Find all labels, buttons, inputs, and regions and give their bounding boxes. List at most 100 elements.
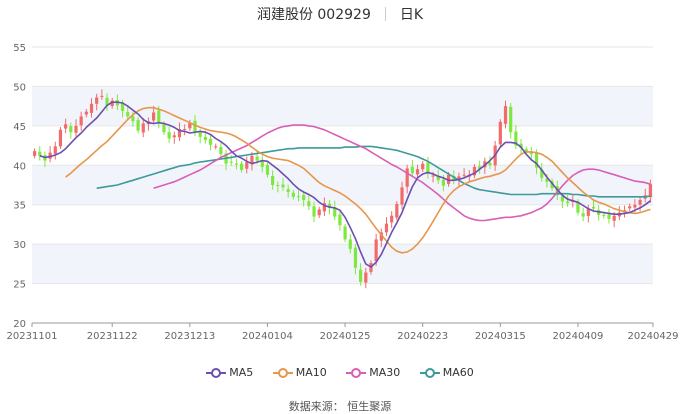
legend: MA5 MA10 MA30 MA60 [0, 366, 680, 381]
ma60-line [96, 145, 651, 198]
candle-body [219, 146, 223, 155]
plot-band [32, 86, 653, 126]
x-tick-label: 20231122 [87, 331, 138, 342]
candle-body [271, 176, 275, 185]
x-tick-label: 20231213 [164, 331, 215, 342]
legend-marker-ma30 [346, 367, 367, 378]
candle-body [322, 203, 326, 212]
x-tick-label: 20240429 [628, 331, 679, 342]
candle-body [198, 132, 202, 137]
candle-body [586, 208, 590, 216]
candle-body [208, 138, 213, 145]
candle-body [591, 206, 596, 209]
chart-title: 润建股份 002929 日K [0, 4, 680, 24]
candle-body [446, 174, 451, 184]
candle-body [519, 143, 523, 148]
candle-body [478, 166, 482, 170]
data-source: 数据来源： 恒生聚源 [288, 400, 392, 413]
legend-label-ma5: MA5 [229, 366, 254, 379]
candle-body [638, 199, 642, 205]
candle-body [503, 106, 508, 124]
candle-body [405, 168, 409, 187]
candle-body [276, 185, 280, 186]
candle-body [203, 136, 207, 141]
candle-body [648, 184, 653, 198]
candle-body [359, 269, 363, 282]
x-tick-label: 20240104 [242, 331, 293, 342]
candle-body [488, 162, 492, 166]
ma10-line [65, 106, 651, 254]
legend-marker-ma5 [206, 367, 227, 378]
x-tick-label: 20240223 [397, 331, 448, 342]
candle-body [384, 223, 389, 233]
candle-body [250, 155, 254, 165]
candle-body [291, 192, 295, 197]
candle-body [576, 201, 580, 213]
plot-band [32, 244, 653, 284]
y-tick-label: 30 [13, 240, 26, 251]
candle-body [79, 116, 83, 126]
candle-body [514, 131, 518, 146]
candle-body [633, 204, 637, 208]
title-divider [384, 7, 386, 21]
candle-body [32, 151, 37, 156]
candle-body [126, 112, 130, 117]
moving-average-lines [39, 101, 651, 268]
ma30-line [153, 124, 651, 222]
legend-marker-ma10 [272, 367, 293, 378]
y-tick-label: 50 [13, 82, 26, 93]
candle-body [472, 166, 477, 176]
candle-body [312, 206, 316, 217]
plot-bands [32, 86, 653, 284]
candle-body [550, 181, 554, 189]
candle-body [265, 164, 270, 175]
legend-item-ma30[interactable]: MA30 [346, 366, 400, 379]
y-tick-label: 40 [13, 161, 26, 172]
candle-body [229, 161, 233, 163]
candle-body [172, 135, 176, 138]
candle-body [307, 201, 311, 207]
plot-band [32, 165, 653, 205]
legend-item-ma10[interactable]: MA10 [272, 366, 327, 379]
candle-body [338, 214, 342, 226]
candle-body [48, 152, 52, 159]
candle-body [441, 179, 446, 186]
candle-body [333, 207, 337, 217]
candle-body [581, 213, 585, 217]
y-tick-label: 35 [13, 201, 26, 212]
candle-body [566, 201, 570, 204]
candle-body [426, 162, 430, 174]
candle-body [100, 95, 104, 97]
candle-body [162, 123, 166, 133]
x-tick-label: 20240409 [553, 331, 604, 342]
candle-body [74, 125, 78, 133]
candle-body [529, 152, 533, 155]
candle-body [64, 124, 68, 129]
candle-body [110, 100, 114, 106]
candle-body [431, 175, 435, 177]
candle-body [400, 187, 404, 205]
candle-body [105, 97, 109, 106]
y-tick-label: 55 [13, 43, 26, 54]
candle-body [612, 215, 616, 221]
legend-item-ma60[interactable]: MA60 [419, 366, 474, 379]
legend-item-ma5[interactable]: MA5 [206, 366, 253, 379]
candle-body [302, 194, 306, 200]
y-axis: 20 25 30 35 40 45 50 55 [13, 43, 26, 330]
candle-body [462, 174, 466, 176]
candle-body [457, 176, 461, 180]
ma5-line [39, 101, 651, 268]
candle-body [296, 196, 301, 198]
candle-body [131, 116, 135, 122]
candle-body [69, 126, 73, 133]
candle-body [89, 103, 94, 113]
candle-body [157, 110, 161, 123]
candle-body [540, 169, 544, 178]
candle-body [628, 206, 632, 209]
candle-body [524, 149, 528, 153]
candle-body [95, 97, 99, 104]
candle-body [177, 129, 182, 138]
candle-body [379, 232, 383, 241]
candle-body [152, 112, 156, 121]
